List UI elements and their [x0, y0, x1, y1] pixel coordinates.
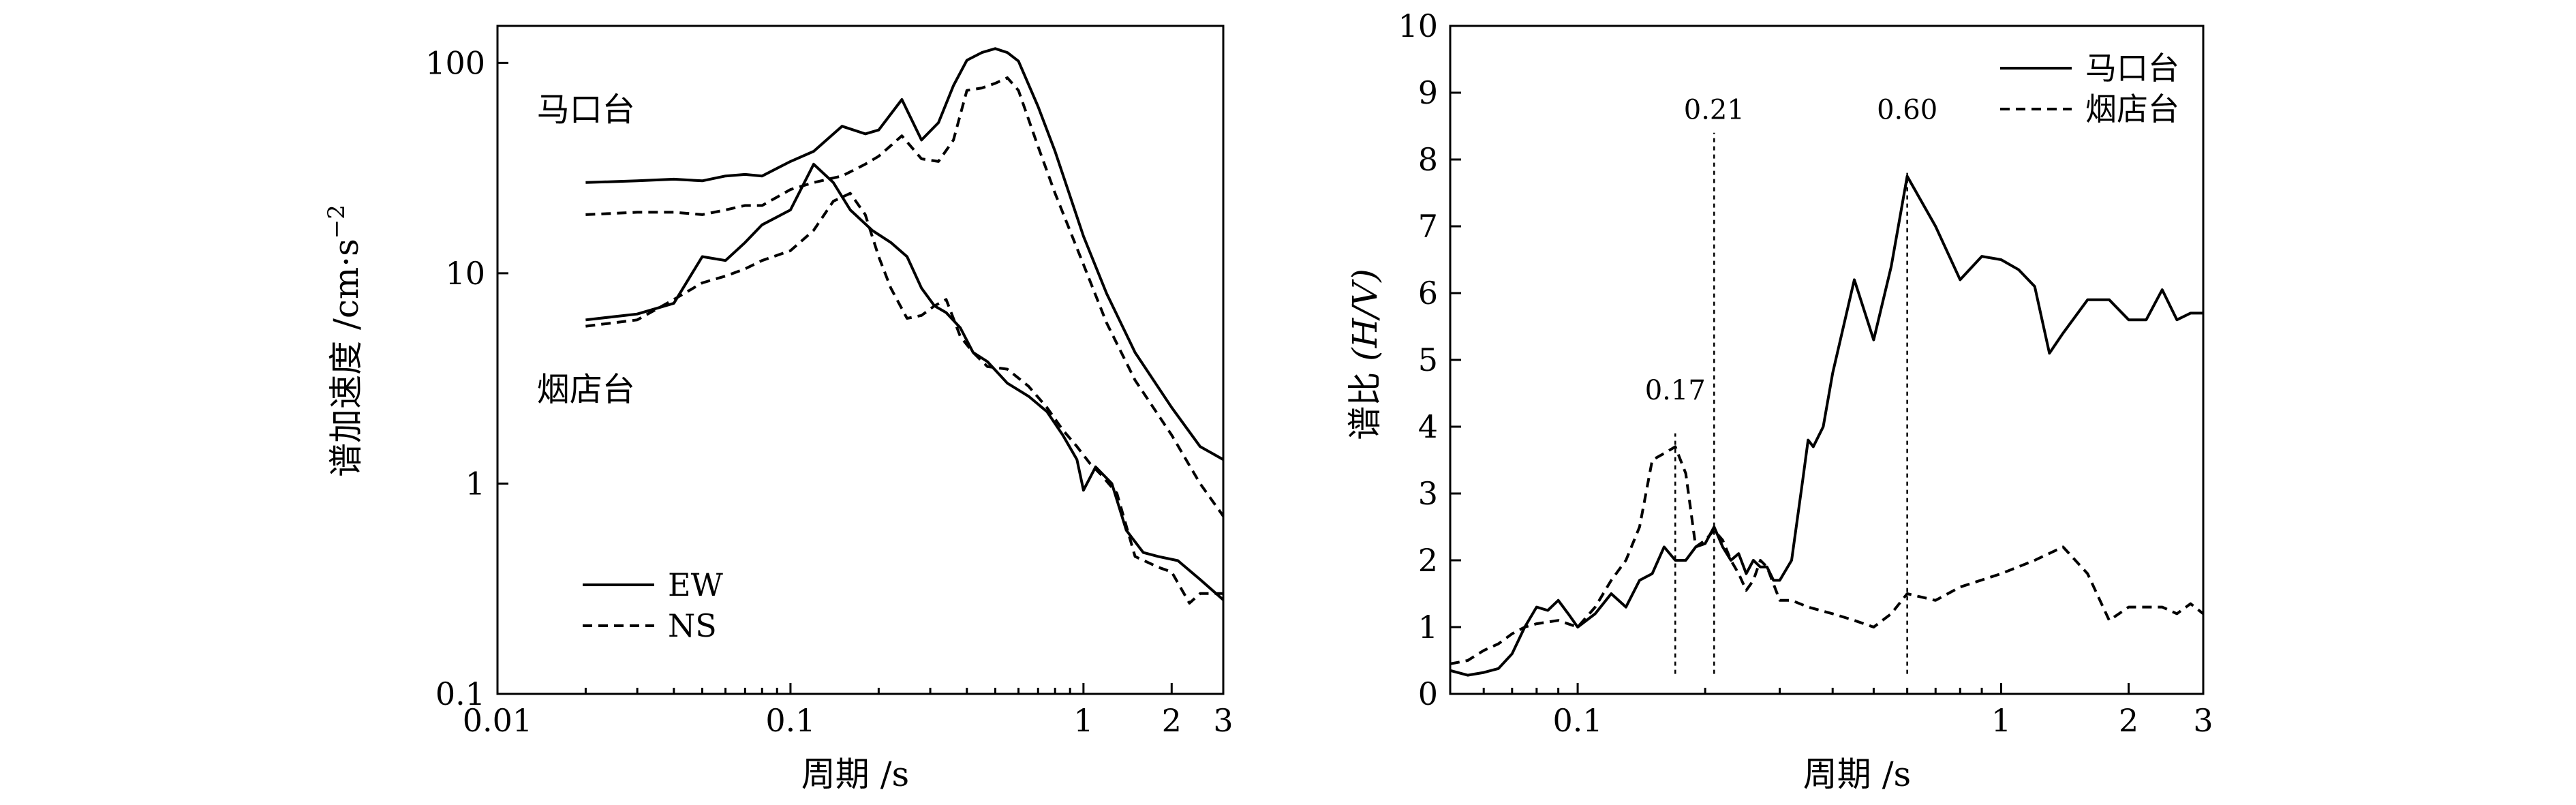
- legend-label: 烟店台: [2085, 91, 2179, 127]
- y-tick-label: 1: [1418, 609, 1438, 645]
- legend-label: EW: [668, 566, 724, 603]
- y-tick-label: 4: [1418, 408, 1438, 445]
- y-tick-label: 3: [1418, 475, 1438, 512]
- x-tick-label: 3: [2193, 702, 2213, 739]
- hv-ratio-chart: 谱比 (H/V) 周期 /s 0.1 1 2 3 0 1 2 3 4 5 6 7 8 9 10 0.17 0.2…: [1345, 7, 2213, 794]
- period-marker-label: 0.21: [1684, 95, 1745, 126]
- x-tick-label: 2: [1162, 702, 1182, 739]
- acceleration-spectrum-chart: 谱加速度 /cm·s−2 周期 /s 0.01 0.1 1 2 30.1110100马口…: [323, 25, 1233, 794]
- y-tick-label: 9: [1418, 74, 1438, 111]
- y-tick-label: 8: [1418, 141, 1438, 178]
- series-line-2: [585, 76, 1225, 517]
- y-tick-label: 7: [1418, 208, 1438, 245]
- x-tick-label: 1: [1073, 702, 1093, 739]
- station-label: 烟店台: [537, 370, 635, 408]
- x-tick-label: 2: [2119, 702, 2138, 739]
- y-tick-label: 100: [425, 44, 485, 81]
- y-tick-label: 0.1: [435, 675, 485, 712]
- y-tick-label: 10: [1398, 7, 1438, 44]
- legend-label: NS: [668, 607, 717, 644]
- x-axis-label: 周期 /s: [801, 755, 909, 794]
- legend-label: 马口台: [2085, 50, 2179, 87]
- series-line-4: [585, 192, 1223, 605]
- y-tick-label: 10: [445, 255, 485, 292]
- series-line-1: [585, 47, 1224, 461]
- y-tick-label: 1: [465, 465, 485, 502]
- period-marker-label: 0.17: [1645, 375, 1706, 406]
- y-tick-label: 0: [1418, 675, 1438, 712]
- series-line-3: [585, 162, 1225, 601]
- x-tick-label: 0.1: [765, 702, 815, 739]
- station-label: 马口台: [537, 91, 635, 129]
- y-tick-label: 5: [1418, 341, 1438, 378]
- period-marker-label: 0.60: [1877, 95, 1937, 126]
- series-line-1: [1450, 174, 2203, 677]
- y-tick-label: 6: [1418, 275, 1438, 312]
- y-tick-label: 2: [1418, 542, 1438, 579]
- x-tick-label: 0.1: [1552, 702, 1602, 739]
- x-axis-label: 周期 /s: [1803, 755, 1911, 794]
- y-axis-label: 谱比 (H/V): [1345, 269, 1385, 440]
- series-line-2: [1450, 445, 2205, 665]
- y-axis-label: 谱加速度 /cm·s−2: [323, 204, 366, 477]
- plot-frame: [496, 25, 1225, 695]
- x-tick-label: 3: [1213, 702, 1233, 739]
- x-tick-label: 1: [1991, 702, 2011, 739]
- x-tick-label: 0.01: [463, 702, 532, 739]
